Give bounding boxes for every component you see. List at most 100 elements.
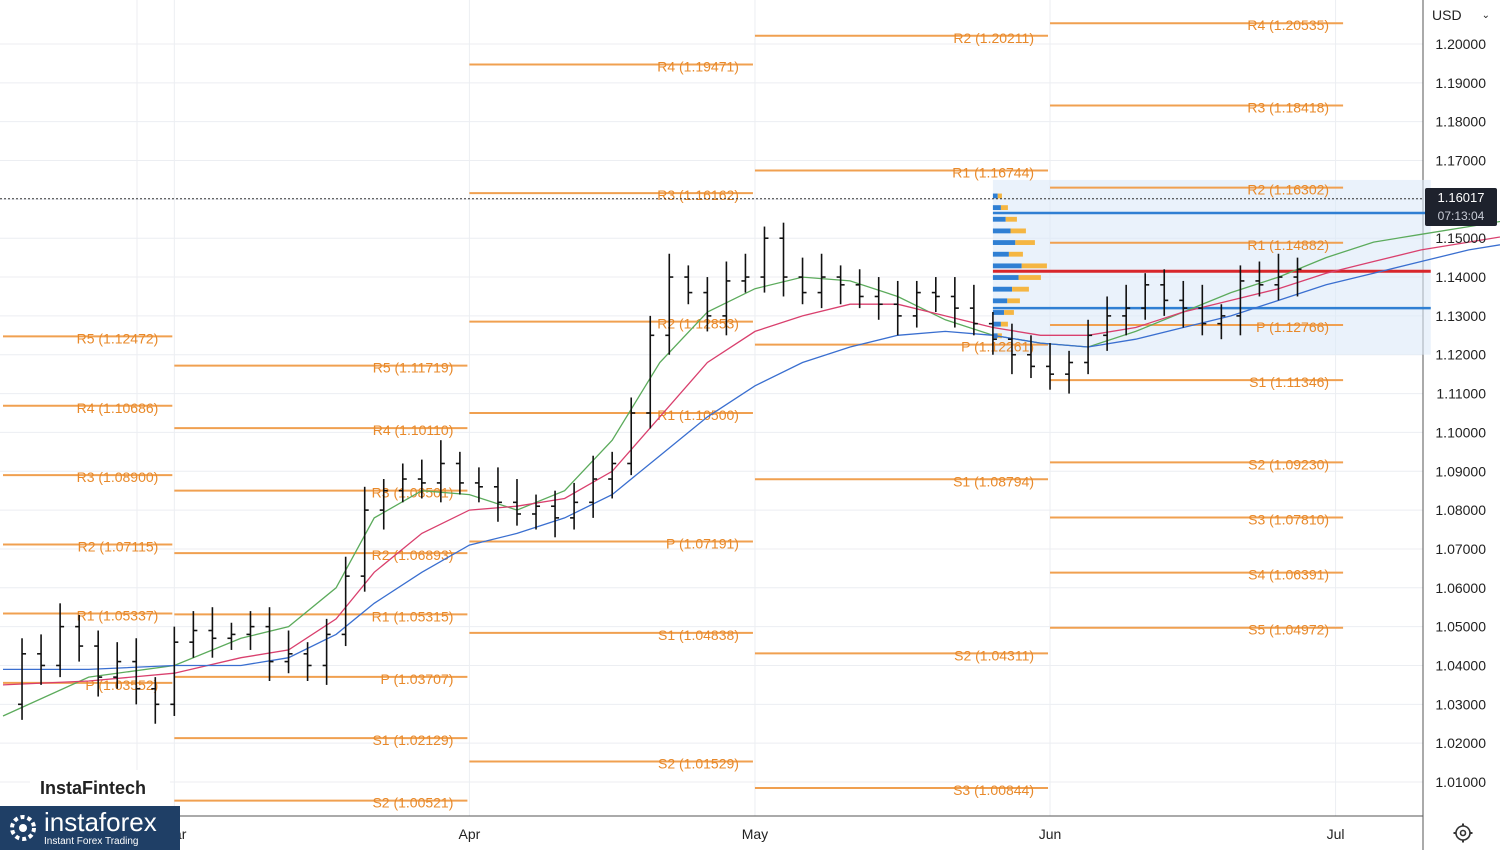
volume-profile-bar xyxy=(1015,240,1035,245)
volume-profile-bar xyxy=(992,228,1011,234)
pivot-label-s1: S1 (1.11346) xyxy=(1249,374,1329,390)
volume-profile-bar xyxy=(1010,228,1026,234)
current-price-tag: 1.16017 07:13:04 xyxy=(1425,188,1497,226)
pivot-label-r4: R4 (1.19471) xyxy=(657,59,739,75)
ohlc-bar xyxy=(874,277,883,320)
ohlc-bar xyxy=(1065,350,1074,394)
time-tick-label: Jul xyxy=(1327,826,1345,842)
ohlc-bar xyxy=(950,277,959,328)
price-tick-label: 1.01000 xyxy=(1435,774,1486,790)
price-tick-label: 1.12000 xyxy=(1435,347,1486,363)
instaforex-logo-icon xyxy=(10,815,36,841)
ohlc-bar xyxy=(379,479,388,530)
ohlc-bar xyxy=(551,490,560,538)
ohlc-bar xyxy=(1160,269,1169,316)
pivot-label-r4: R4 (1.10110) xyxy=(373,422,454,438)
ohlc-bar xyxy=(18,638,27,720)
pivot-label-r3: R3 (1.08501) xyxy=(372,485,454,501)
volume-profile-bar xyxy=(992,251,1009,257)
logo-tagline: Instant Forex Trading xyxy=(44,836,139,847)
ohlc-bar xyxy=(436,440,445,503)
volume-profile-bar xyxy=(1004,310,1014,315)
ohlc-bar xyxy=(836,265,845,305)
ohlc-bar xyxy=(1236,265,1245,336)
pivot-label-r2: R2 (1.16302) xyxy=(1247,182,1329,198)
price-axis[interactable]: 1.01000 1.02000 1.03000 1.04000 1.05000 1.060… xyxy=(1435,36,1486,790)
price-tick-label: 1.15000 xyxy=(1435,230,1486,246)
currency-selector[interactable]: USD ⌄ xyxy=(1426,2,1496,28)
ohlc-bar xyxy=(646,315,655,429)
moving-average-mid xyxy=(2,236,1500,686)
ohlc-bar xyxy=(798,257,807,305)
ohlc-bar xyxy=(741,253,750,293)
pivot-label-s4: S4 (1.06391) xyxy=(1248,567,1329,583)
ohlc-bar xyxy=(417,459,426,499)
ohlc-bar xyxy=(1141,273,1150,320)
price-tick-label: 1.03000 xyxy=(1435,696,1486,712)
pivot-label-s5: S5 (1.04972) xyxy=(1248,622,1329,638)
gear-icon[interactable] xyxy=(1452,822,1474,844)
ohlc-bar xyxy=(341,556,350,647)
volume-profile-bar xyxy=(1012,286,1029,292)
time-axis[interactable]: MarAprMayJunJul xyxy=(162,826,1344,842)
ohlc-bar xyxy=(969,284,978,336)
ohlc-bar xyxy=(608,451,617,499)
volume-profile-bar xyxy=(992,286,1013,292)
ohlc-bar xyxy=(474,467,483,503)
ohlc-bars xyxy=(18,222,1302,724)
ohlc-bar xyxy=(627,397,636,476)
ohlc-bar xyxy=(722,261,731,336)
ohlc-bar xyxy=(284,630,293,674)
price-tick-label: 1.06000 xyxy=(1435,580,1486,596)
ohlc-bar xyxy=(779,222,788,297)
ohlc-bar xyxy=(760,226,769,293)
ohlc-bar xyxy=(227,622,236,650)
ohlc-bar xyxy=(703,277,712,332)
pivot-label-r1: R1 (1.05337) xyxy=(77,608,159,624)
ohlc-bar xyxy=(855,269,864,309)
price-tick-label: 1.05000 xyxy=(1435,619,1486,635)
pivot-label-r1: R1 (1.05315) xyxy=(372,608,454,624)
pivot-label-s3: S3 (1.07810) xyxy=(1248,511,1329,527)
volume-profile-bar xyxy=(1000,321,1008,327)
ohlc-bar xyxy=(94,630,103,697)
ohlc-bar xyxy=(1046,343,1055,390)
ohlc-bar xyxy=(817,253,826,309)
ohlc-bar xyxy=(684,265,693,305)
ohlc-bar xyxy=(113,642,122,689)
ohlc-bar xyxy=(132,638,141,705)
pivot-label-s2: S2 (1.01529) xyxy=(658,755,739,771)
volume-profile-bar xyxy=(1018,275,1041,280)
ohlc-bar xyxy=(512,479,521,526)
price-tick-label: 1.07000 xyxy=(1435,541,1486,557)
ohlc-bar xyxy=(1084,319,1093,375)
ohlc-bar xyxy=(1122,284,1131,336)
pivot-label-s2: S2 (1.09230) xyxy=(1248,456,1329,472)
volume-profile-bar xyxy=(1021,263,1047,269)
volume-profile-bar xyxy=(992,298,1008,304)
ohlc-bar xyxy=(1217,304,1226,340)
currency-label: USD xyxy=(1432,7,1462,23)
price-tick-label: 1.20000 xyxy=(1435,36,1486,52)
price-tick-label: 1.11000 xyxy=(1436,386,1486,402)
time-tick-label: May xyxy=(742,826,768,842)
ohlc-bar xyxy=(912,280,921,328)
pivot-label-p: P (1.12766) xyxy=(1256,319,1329,335)
volume-profile-bar xyxy=(997,193,1002,199)
pivot-label-s3: S3 (1.00844) xyxy=(953,782,1034,798)
volume-profile-bar xyxy=(1000,205,1008,211)
price-tick-label: 1.08000 xyxy=(1435,502,1486,518)
price-tick-label: 1.19000 xyxy=(1435,75,1486,91)
pivot-label-r1: R1 (1.16744) xyxy=(952,164,1034,180)
pivot-label-s2: S2 (1.00521) xyxy=(372,795,453,811)
pivot-label-r4: R4 (1.10686) xyxy=(77,400,159,416)
ohlc-bar xyxy=(1255,261,1264,297)
pivot-label-s1: S1 (1.02129) xyxy=(372,732,453,748)
price-tick-label: 1.02000 xyxy=(1435,735,1486,751)
ohlc-bar xyxy=(398,463,407,503)
price-tick-label: 1.04000 xyxy=(1435,657,1486,673)
volume-profile-bar xyxy=(992,216,1006,222)
ohlc-bar xyxy=(75,614,84,662)
pivot-label-r3: R3 (1.18418) xyxy=(1247,99,1329,115)
